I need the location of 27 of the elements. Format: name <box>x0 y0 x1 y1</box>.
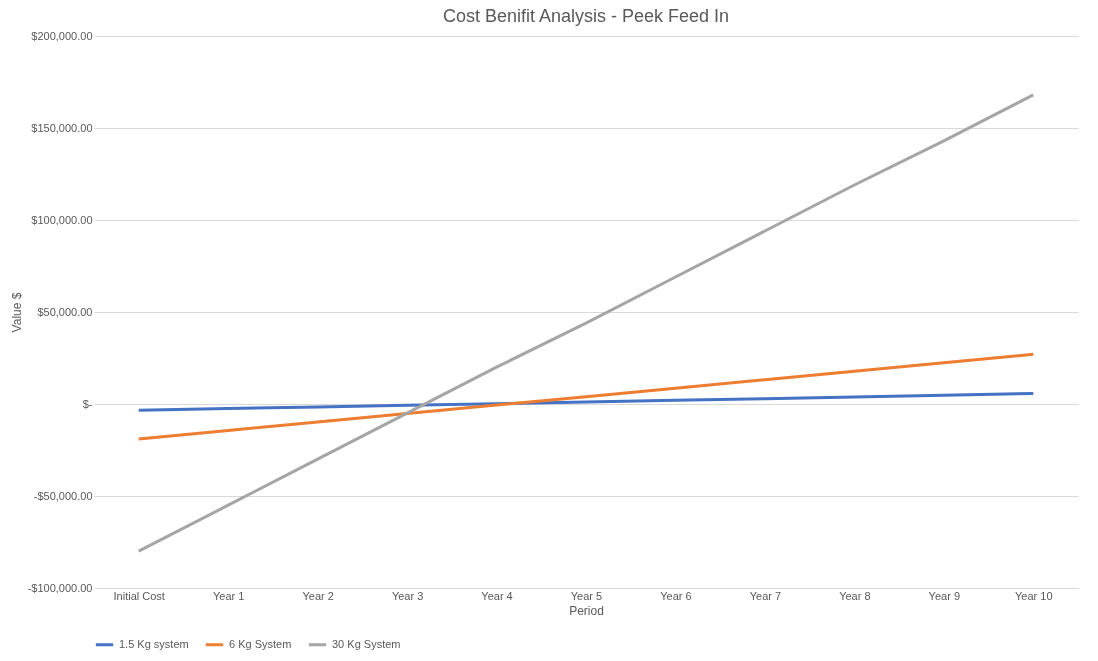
line-series <box>137 392 1035 412</box>
y-tick-label: -$100,000.00 <box>27 581 93 594</box>
x-tick-label: Year 10 <box>1015 589 1053 602</box>
x-tick-label: Year 1 <box>212 589 245 602</box>
x-tick-label: Year 6 <box>660 589 692 602</box>
line-series <box>137 93 1035 553</box>
x-tick-label: Year 9 <box>928 589 961 602</box>
x-tick-label: Year 4 <box>481 589 513 602</box>
y-tick-label: $200,000.00 <box>31 29 93 42</box>
x-tick-label: Year 8 <box>839 589 871 602</box>
y-tick-label: $100,000.00 <box>31 213 93 226</box>
x-tick-label: Year 7 <box>749 589 782 602</box>
y-tick-label: $50,000.00 <box>37 305 93 318</box>
legend-label: 6 Kg System <box>229 637 292 650</box>
x-axis-title: Period <box>569 603 604 618</box>
x-tick-label: Year 5 <box>570 589 603 602</box>
y-axis-title: Value $ <box>9 292 24 333</box>
y-tick-label: -$50,000.00 <box>33 489 93 502</box>
y-tick-label: $150,000.00 <box>31 121 93 134</box>
chart-title: Cost Benifit Analysis - Peek Feed In <box>442 6 730 26</box>
x-tick-label: Year 3 <box>391 589 424 602</box>
y-tick-label: $- <box>82 397 93 410</box>
line-series <box>137 352 1035 441</box>
legend-label: 1.5 Kg system <box>119 637 189 650</box>
x-tick-label: Year 2 <box>302 589 334 602</box>
legend-label: 30 Kg System <box>332 637 401 650</box>
x-tick-label: Initial Cost <box>113 589 165 602</box>
